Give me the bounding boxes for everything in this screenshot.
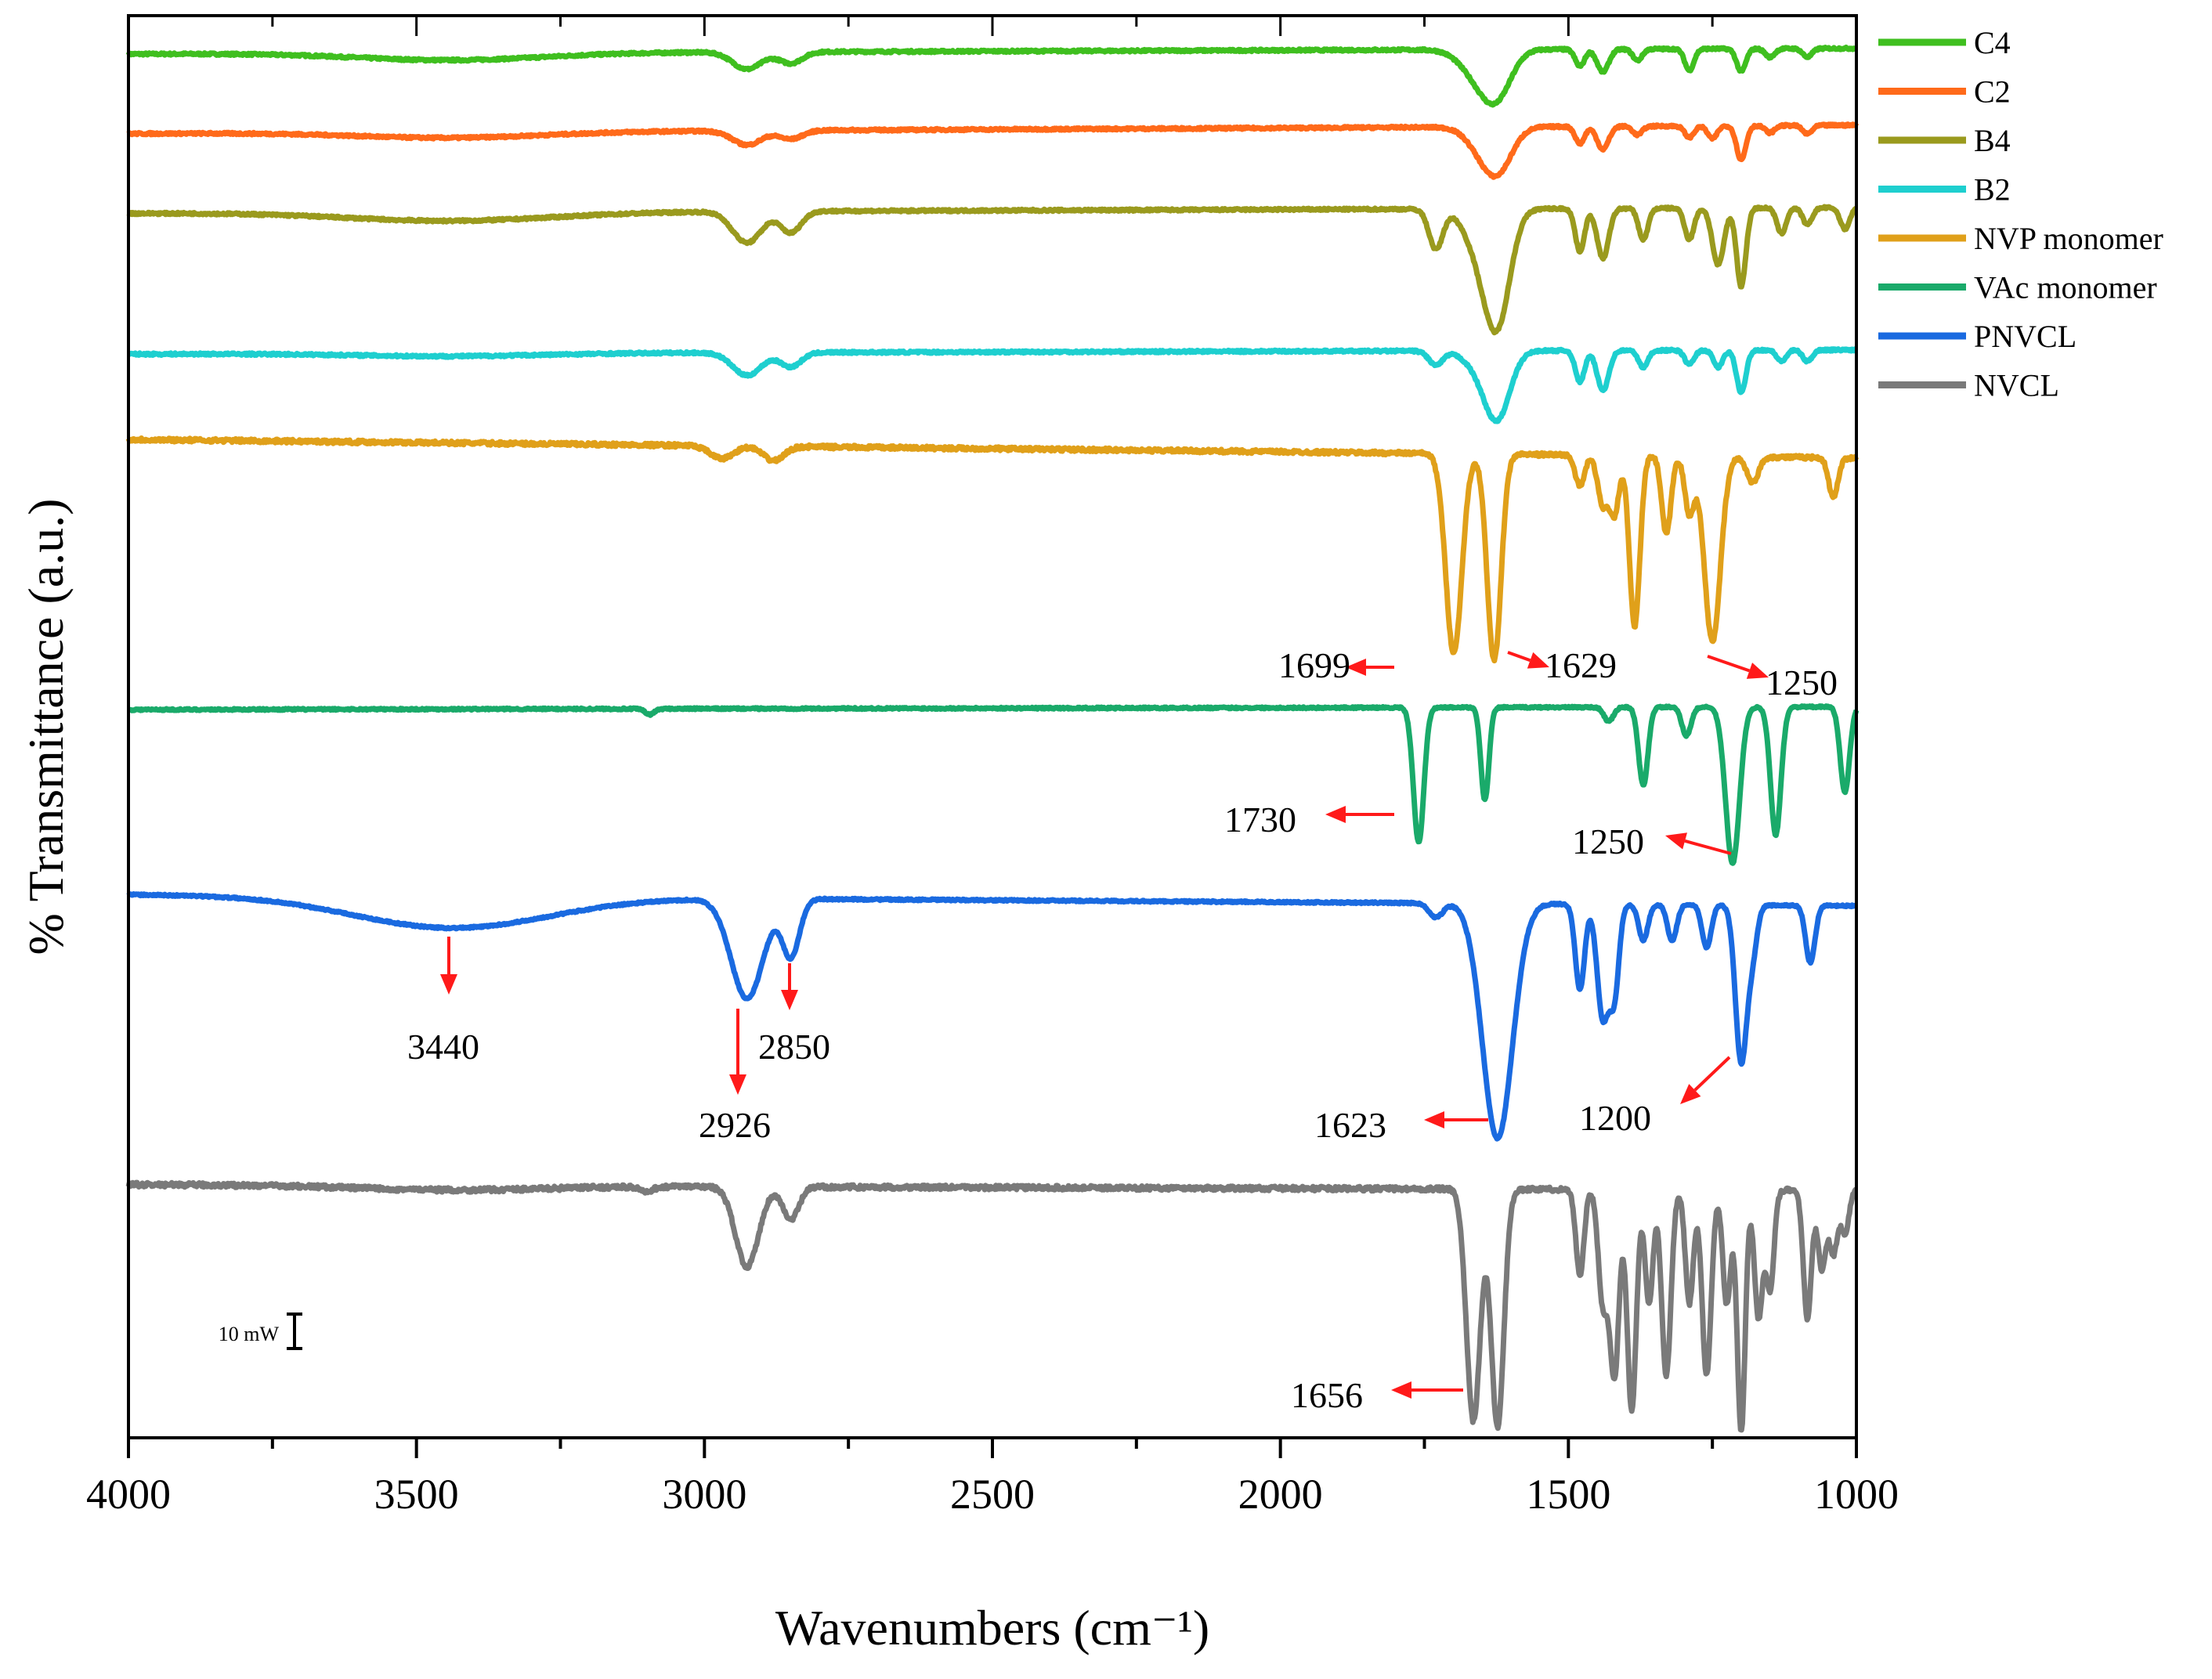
legend: C4 C2 B4 B2 NVP monomer VAc monomer PNVCL NVCL: [1878, 25, 2163, 403]
legend-item-pnvcl: PNVCL: [1878, 319, 2076, 354]
annotation-label-1200: 1200: [1579, 1098, 1651, 1138]
series-line-c2: [126, 121, 1860, 180]
series-line-b4: [126, 204, 1859, 336]
x-axis-label: Wavenumbers (cm⁻¹): [775, 1600, 1209, 1656]
legend-label-b4: B4: [1974, 123, 2011, 158]
series-line-nvp-monomer: [125, 435, 1860, 664]
annotation-arrowhead-1250: [1746, 663, 1769, 679]
legend-item-vac-monomer: VAc monomer: [1878, 270, 2157, 305]
x-tick-label-2000: 2000: [1238, 1471, 1323, 1518]
legend-label-pnvcl: PNVCL: [1974, 319, 2076, 354]
annotation-arrow-1250: [1684, 839, 1732, 855]
annotation-arrowhead-1730: [1325, 806, 1346, 823]
x-tick-label-3500: 3500: [374, 1471, 459, 1518]
legend-label-b2: B2: [1974, 172, 2011, 208]
annotation-label-1250: 1250: [1766, 663, 1838, 702]
x-tick-label-1500: 1500: [1526, 1471, 1610, 1518]
annotation-label-1250: 1250: [1572, 821, 1644, 861]
series-line-b2: [126, 346, 1859, 424]
x-tick-label-4000: 4000: [86, 1471, 171, 1518]
series-line-nvcl: [125, 1179, 1859, 1433]
legend-item-b2: B2: [1878, 172, 2011, 208]
series-layer: [125, 45, 1860, 1433]
annotation-arrowhead-1250: [1665, 832, 1687, 850]
annotation-arrow-1629: [1507, 651, 1531, 663]
annotation-arrowhead-2850: [781, 990, 798, 1010]
x-axis-ticks: 4000 3500 3000 2500 2000 1500 1000: [86, 16, 1899, 1518]
legend-item-c4: C4: [1878, 25, 2011, 60]
x-tick-label-1000: 1000: [1814, 1471, 1899, 1518]
series-line-pnvcl: [126, 891, 1859, 1142]
annotation-label-3440: 3440: [407, 1027, 479, 1067]
scale-bar-label: 10 mW: [219, 1323, 280, 1345]
legend-item-c2: C2: [1878, 74, 2011, 110]
legend-item-nvcl: NVCL: [1878, 368, 2059, 403]
annotation-arrows: [440, 651, 1769, 1399]
legend-label-c4: C4: [1974, 25, 2011, 60]
legend-label-nvp-monomer: NVP monomer: [1974, 221, 2163, 256]
annotation-label-1730: 1730: [1224, 800, 1296, 840]
annotation-arrowhead-1629: [1527, 652, 1549, 669]
y-axis-label: % Transmittance (a.u.): [18, 499, 74, 955]
legend-label-vac-monomer: VAc monomer: [1974, 270, 2157, 305]
x-tick-label-2500: 2500: [950, 1471, 1035, 1518]
annotation-label-2850: 2850: [758, 1027, 830, 1067]
annotation-arrow-1250: [1707, 655, 1751, 673]
annotation-arrowhead-1623: [1424, 1111, 1444, 1128]
legend-item-b4: B4: [1878, 123, 2011, 158]
annotation-labels: 1699 1629 1250 1730 1250 3440 2926 2850 1623 1200…: [407, 645, 1838, 1415]
annotation-label-1629: 1629: [1545, 645, 1617, 685]
series-line-vac-monomer: [126, 703, 1860, 866]
annotation-label-1656: 1656: [1291, 1375, 1363, 1415]
legend-label-c2: C2: [1974, 74, 2011, 110]
series-line-c4: [125, 45, 1859, 108]
legend-item-nvp-monomer: NVP monomer: [1878, 221, 2163, 256]
annotation-arrow-1200: [1693, 1056, 1731, 1092]
annotation-arrowhead-1699: [1346, 659, 1366, 676]
annotation-label-1699: 1699: [1278, 645, 1350, 685]
annotation-label-1623: 1623: [1314, 1105, 1386, 1145]
annotation-label-2926: 2926: [699, 1105, 771, 1145]
legend-label-nvcl: NVCL: [1974, 368, 2059, 403]
annotation-arrowhead-3440: [440, 974, 457, 995]
annotation-arrowhead-1200: [1680, 1084, 1701, 1104]
x-tick-label-3000: 3000: [662, 1471, 746, 1518]
scale-bar: 10 mW: [219, 1313, 302, 1350]
annotation-arrowhead-1656: [1391, 1381, 1411, 1399]
annotation-arrowhead-2926: [729, 1074, 746, 1095]
